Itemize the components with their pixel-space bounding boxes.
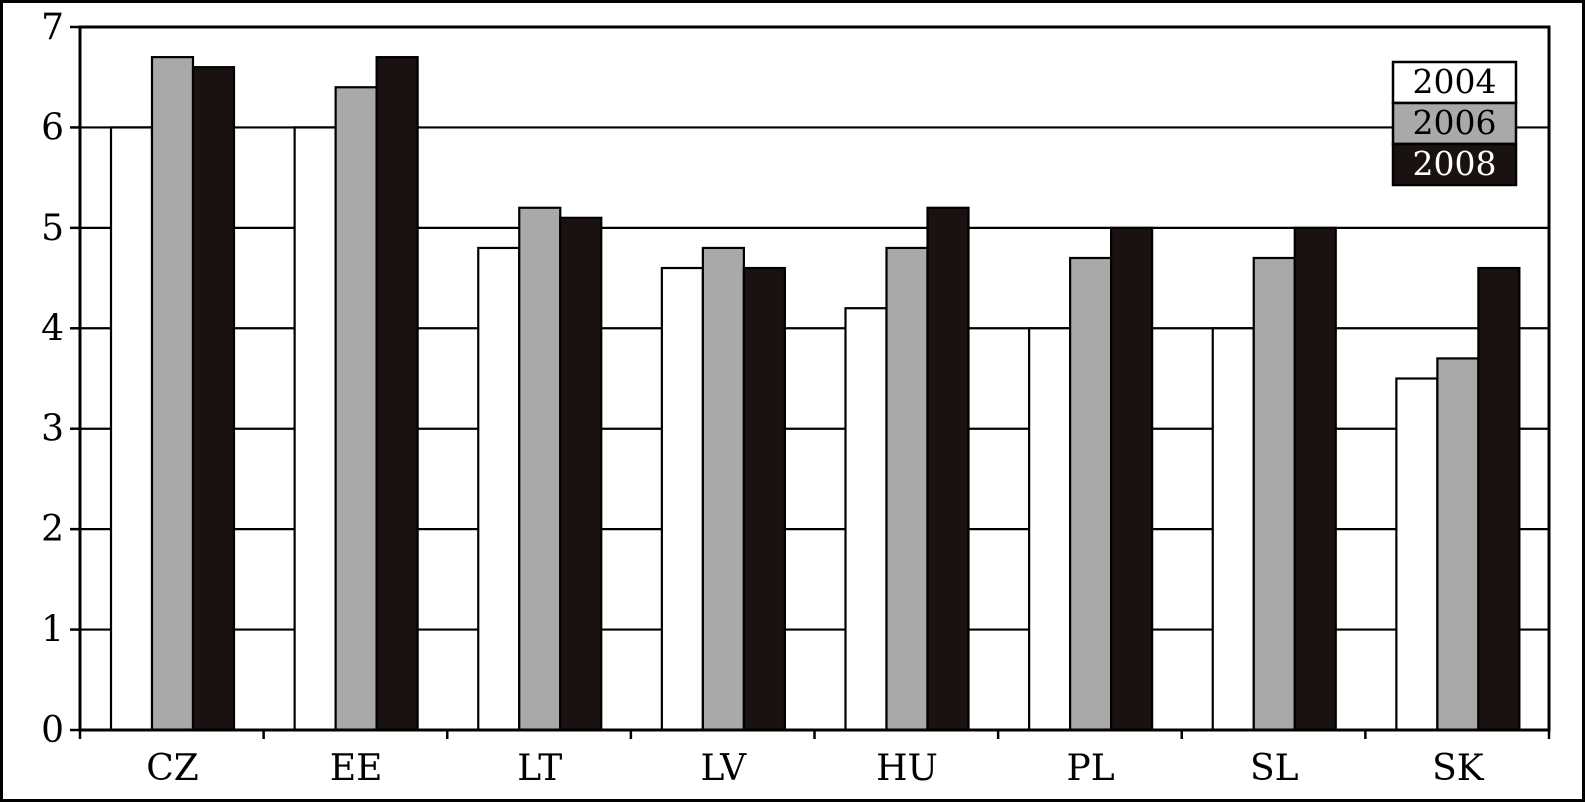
bar-hu-2004 bbox=[844, 307, 888, 732]
legend-label-2006: 2006 bbox=[1413, 103, 1497, 142]
y-tick-label-2: 2 bbox=[41, 509, 64, 550]
bar-cz-2006 bbox=[150, 56, 195, 732]
y-axis-ticks: 0 1 2 3 4 5 6 7 bbox=[41, 7, 80, 751]
y-tick-label-3: 3 bbox=[41, 409, 64, 450]
bar-lv-2006 bbox=[701, 246, 745, 732]
y-tick-label-6: 6 bbox=[41, 107, 64, 148]
x-axis-ticks: CZ EE LT LV HU PL SL SK bbox=[78, 730, 1551, 789]
bar-ee-2004 bbox=[293, 126, 337, 732]
bar-pl-2006 bbox=[1069, 256, 1113, 732]
y-tick-label-5: 5 bbox=[41, 208, 64, 249]
bar-lt-2004 bbox=[477, 246, 521, 732]
bar-lv-2004 bbox=[660, 266, 704, 732]
x-tick-label-lt: LT bbox=[517, 748, 562, 789]
bar-ee-2006 bbox=[334, 86, 378, 732]
bar-pl-2008 bbox=[1110, 226, 1154, 732]
x-tick-label-cz: CZ bbox=[146, 748, 199, 789]
bar-sk-2006 bbox=[1436, 357, 1480, 732]
x-tick-label-lv: LV bbox=[701, 748, 748, 789]
bar-hu-2006 bbox=[885, 246, 929, 732]
bar-lv-2008 bbox=[742, 266, 786, 732]
y-tick-label-7: 7 bbox=[41, 7, 64, 48]
legend-swatch-2004 bbox=[1391, 60, 1518, 105]
y-tick-label-0: 0 bbox=[41, 710, 64, 751]
x-tick-label-sl: SL bbox=[1250, 748, 1299, 789]
bar-cz-2004 bbox=[109, 126, 154, 732]
bar-lt-2006 bbox=[518, 206, 562, 732]
bar-lt-2008 bbox=[559, 216, 603, 732]
bar-sk-2004 bbox=[1395, 377, 1439, 732]
bar-sk-2008 bbox=[1477, 266, 1521, 732]
x-tick-label-pl: PL bbox=[1067, 748, 1115, 789]
bar-sl-2006 bbox=[1252, 256, 1296, 732]
legend-label-2008: 2008 bbox=[1413, 144, 1497, 183]
bar-cz-2008 bbox=[191, 66, 236, 732]
x-tick-label-hu: HU bbox=[876, 748, 938, 789]
y-tick-label-1: 1 bbox=[41, 610, 64, 651]
bars bbox=[109, 56, 1521, 732]
legend-label-2004: 2004 bbox=[1413, 62, 1497, 101]
bar-sl-2008 bbox=[1293, 226, 1337, 732]
legend-swatch-2008 bbox=[1391, 142, 1518, 187]
x-tick-label-ee: EE bbox=[330, 748, 383, 789]
bar-ee-2008 bbox=[375, 56, 419, 732]
bar-hu-2008 bbox=[926, 206, 970, 732]
bar-pl-2004 bbox=[1028, 327, 1072, 732]
bar-sl-2004 bbox=[1211, 327, 1255, 732]
x-tick-label-sk: SK bbox=[1432, 748, 1485, 789]
y-tick-label-4: 4 bbox=[41, 308, 64, 349]
